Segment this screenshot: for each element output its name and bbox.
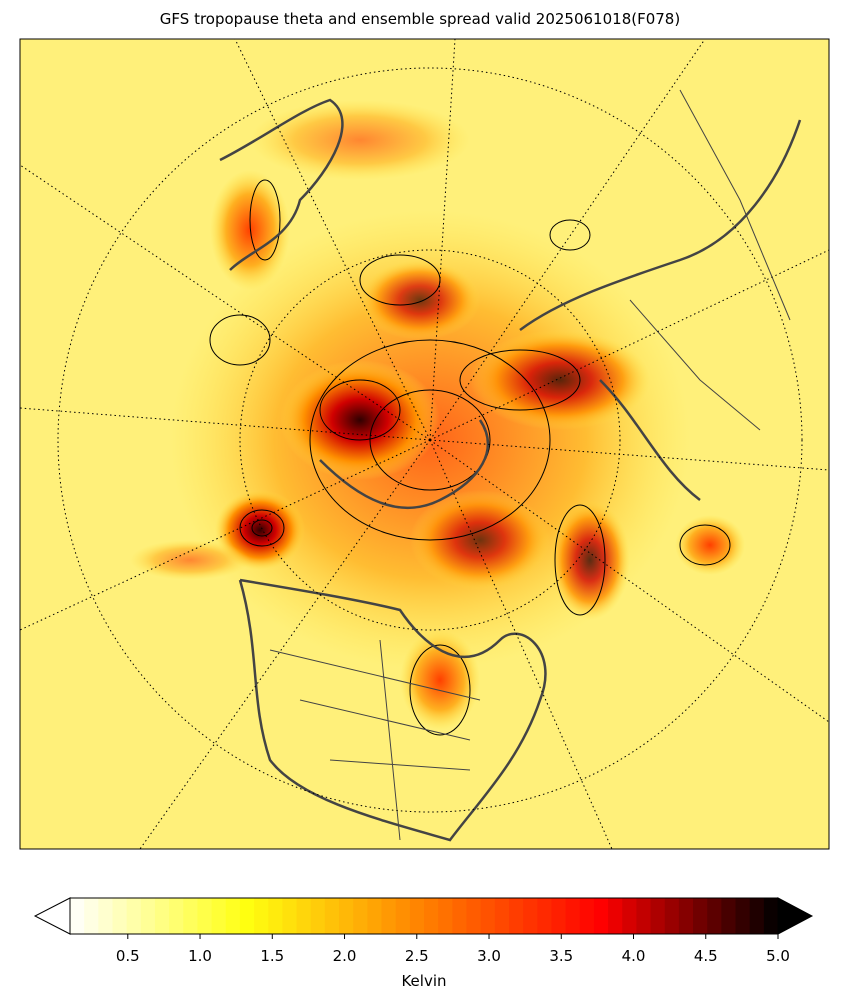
colorbar-segment — [98, 898, 113, 934]
colorbar-segment — [84, 898, 99, 934]
colorbar-segment — [622, 898, 637, 934]
colorbar-segment — [254, 898, 269, 934]
colorbar-segment — [324, 898, 340, 934]
colorbar-segment — [721, 898, 737, 934]
colorbar-segment — [466, 898, 482, 934]
colorbar-segment — [353, 898, 368, 934]
colorbar-segment — [409, 898, 425, 934]
colorbar-segment — [494, 898, 510, 934]
colorbar-segment — [225, 898, 241, 934]
colorbar-segment — [395, 898, 411, 934]
spread-area — [280, 360, 440, 480]
colorbar-segment — [211, 898, 227, 934]
colorbar-tick-label: 4.5 — [694, 947, 718, 965]
contours — [209, 179, 731, 736]
colorbar-tick-label: 2.5 — [405, 947, 429, 965]
colorbar-segment — [508, 898, 524, 934]
colorbar-segment — [183, 898, 198, 934]
colorbar-segment — [126, 898, 142, 934]
borders — [269, 89, 791, 841]
colorbar-segment — [551, 898, 567, 934]
colorbar-tick-label: 3.0 — [477, 947, 501, 965]
graticule — [20, 39, 829, 849]
colorbar-segment — [537, 898, 552, 934]
colorbar-extend-min — [33, 897, 71, 935]
colorbar-segment — [424, 898, 439, 934]
map-frame — [19, 38, 830, 850]
colorbar-segment — [749, 898, 765, 934]
colorbar-segment — [693, 898, 708, 934]
spread-area — [470, 330, 650, 430]
colorbar-segment — [636, 898, 652, 934]
spread-area — [675, 515, 745, 575]
spread-area — [130, 540, 250, 580]
colorbar-segment — [452, 898, 467, 934]
colorbar-segment — [282, 898, 298, 934]
spread-area — [400, 630, 480, 730]
colorbar-segment — [678, 898, 694, 934]
colorbar: 0.5 1.0 1.5 2.0 2.5 3.0 3.5 4.0 4.5 5.0 — [33, 897, 814, 965]
colorbar-segment — [480, 898, 496, 934]
colorbar-tick-label: 5.0 — [766, 947, 790, 965]
colorbar-segment — [239, 898, 255, 934]
colorbar-label: Kelvin — [401, 972, 446, 990]
colorbar-segment — [438, 898, 453, 934]
colorbar-segment — [140, 898, 156, 934]
colorbar-segment — [112, 898, 128, 934]
colorbar-segment — [339, 898, 354, 934]
spread-area — [410, 490, 550, 590]
colorbar-segment — [523, 898, 538, 934]
coastlines — [219, 98, 802, 842]
colorbar-segment — [707, 898, 722, 934]
colorbar-outline — [69, 897, 779, 935]
colorbar-segment — [763, 898, 779, 934]
colorbar-segment — [735, 898, 751, 934]
colorbar-segment — [593, 898, 609, 934]
colorbar-tick-label: 1.0 — [188, 947, 212, 965]
colorbar-segment — [608, 898, 623, 934]
colorbar-segment — [367, 898, 383, 934]
colorbar-tick-label: 0.5 — [116, 947, 140, 965]
colorbar-segment — [664, 898, 680, 934]
colorbar-tick-label: 3.5 — [549, 947, 573, 965]
colorbar-segment — [70, 898, 85, 934]
map — [20, 39, 829, 849]
spread-area — [550, 500, 630, 620]
colorbar-tick-label: 2.0 — [333, 947, 357, 965]
colorbar-segment — [650, 898, 666, 934]
colorbar-segment — [197, 898, 213, 934]
colorbar-segment — [579, 898, 595, 934]
colorbar-segment — [268, 898, 283, 934]
spread-area — [360, 260, 480, 340]
colorbar-segment — [169, 898, 184, 934]
colorbar-segment — [565, 898, 581, 934]
colorbar-segment — [310, 898, 326, 934]
colorbar-segment — [381, 898, 397, 934]
spread-area — [250, 100, 470, 180]
colorbar-extend-max — [777, 897, 814, 935]
title: GFS tropopause theta and ensemble spread… — [160, 10, 680, 28]
colorbar-tick-label: 1.5 — [260, 947, 284, 965]
colorbar-tick-label: 4.0 — [622, 947, 646, 965]
colorbar-segment — [154, 898, 170, 934]
colorbar-segment — [296, 898, 312, 934]
